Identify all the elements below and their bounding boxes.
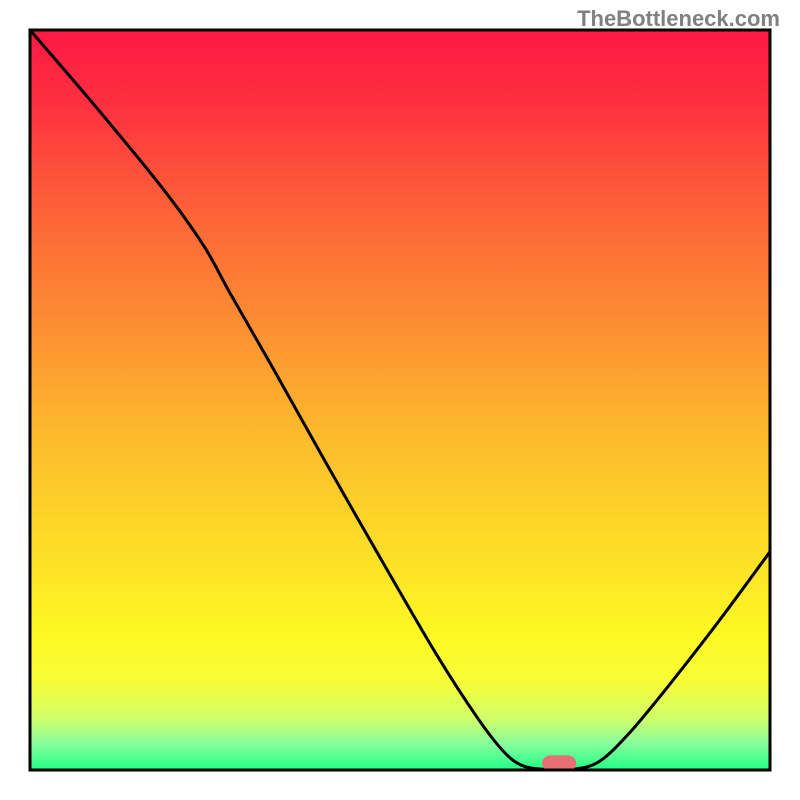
bottleneck-chart	[0, 0, 800, 800]
chart-container: TheBottleneck.com	[0, 0, 800, 800]
gradient-background	[30, 30, 770, 770]
